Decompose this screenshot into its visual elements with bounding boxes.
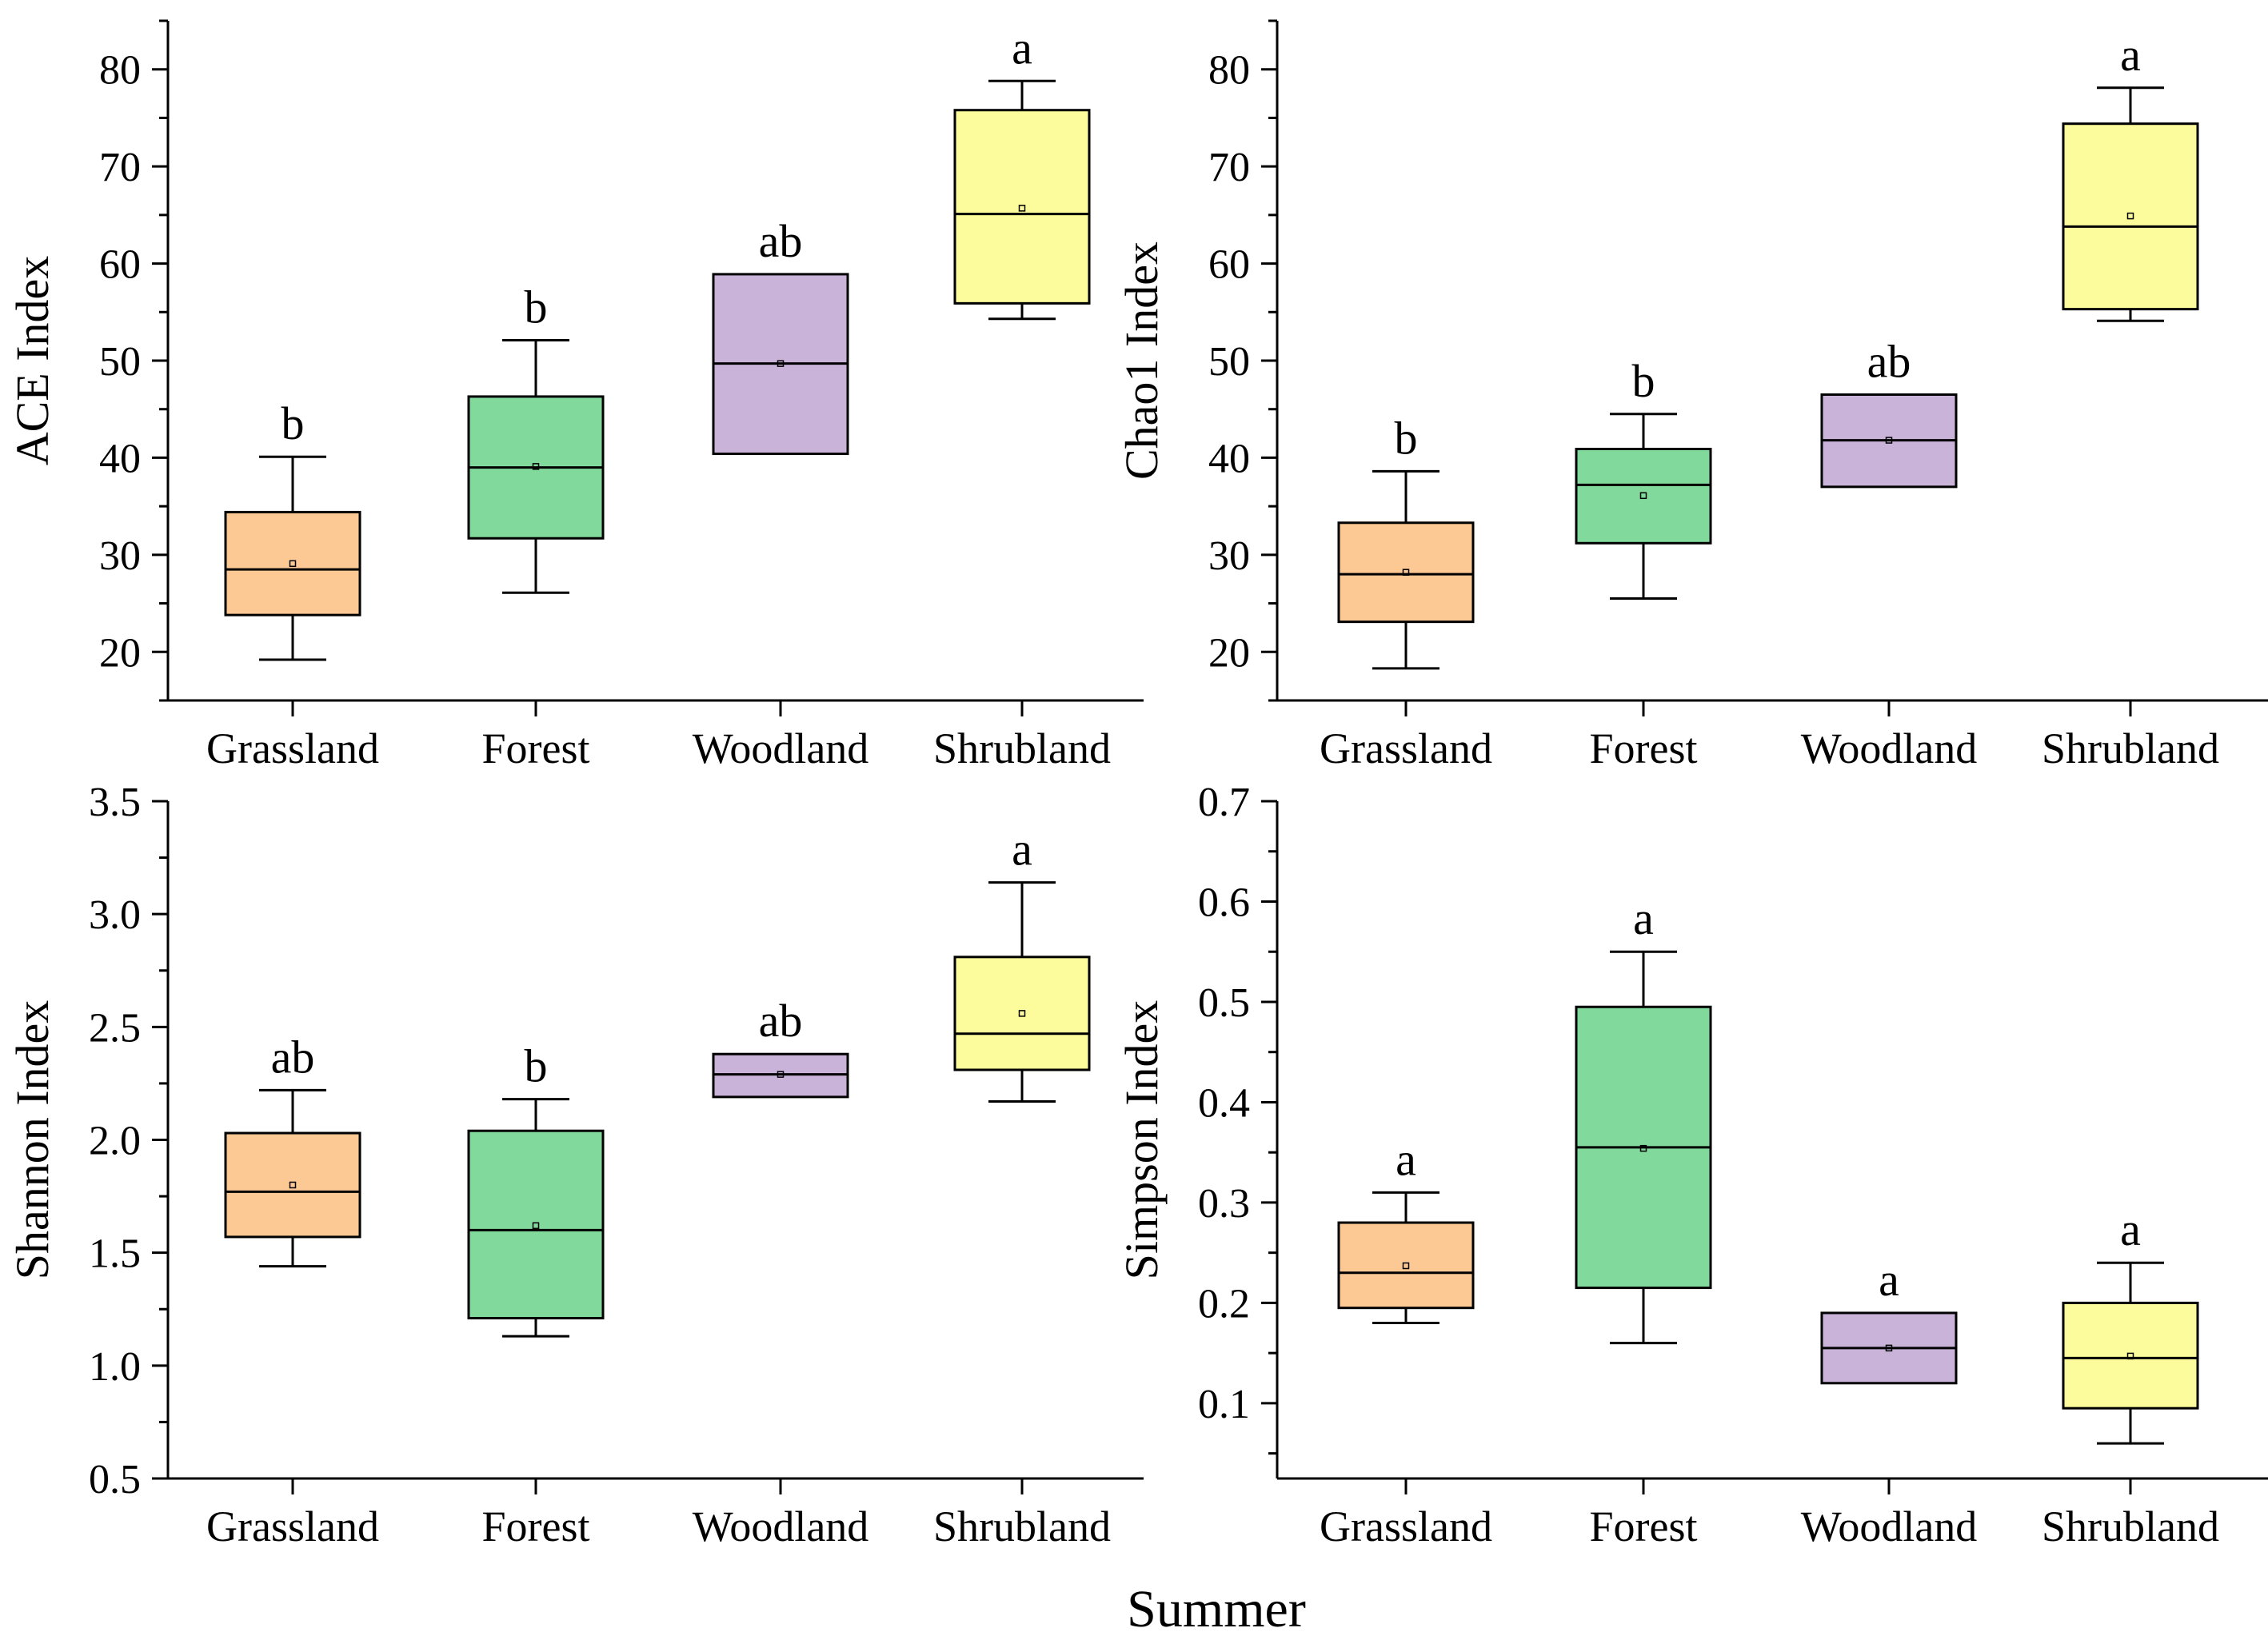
significance-letter: a [1879, 1254, 1899, 1306]
iqr-box [1337, 521, 1475, 624]
y-tick-label: 80 [99, 48, 141, 94]
y-tick-label: 0.5 [1198, 980, 1250, 1026]
significance-letter: a [1012, 824, 1032, 876]
mean-marker [1402, 1262, 1410, 1270]
x-category-label: Grassland [1320, 1502, 1492, 1550]
significance-letter: b [282, 397, 305, 449]
panel-shannon-index: 0.5 1.0 1.5 2.0 2.5 3.0 3.5 Shannon Index Grassl… [6, 780, 1144, 1550]
significance-letter: b [525, 281, 548, 333]
y-tick-label: 40 [99, 436, 141, 481]
significance-letter: ab [271, 1031, 315, 1083]
mean-marker [1402, 569, 1410, 576]
mean-marker [1018, 1010, 1026, 1017]
iqr-box [953, 956, 1091, 1071]
y-tick-label: 0.3 [1198, 1181, 1250, 1227]
mean-marker [2126, 1352, 2134, 1360]
significance-letter: b [1395, 412, 1418, 464]
x-category-label: Woodland [693, 1502, 869, 1550]
x-category-label: Forest [482, 1502, 590, 1550]
y-tick-label: 1.0 [89, 1344, 141, 1390]
y-tick-label: 1.5 [89, 1231, 141, 1277]
iqr-box [2062, 1301, 2199, 1410]
mean-marker [777, 1071, 785, 1078]
figure-x-axis-title: Summer [1127, 1580, 1306, 1638]
x-category-label: Woodland [1801, 724, 1978, 772]
mean-marker [289, 1181, 297, 1189]
y-tick-label: 0.2 [1198, 1281, 1250, 1327]
mean-marker [532, 1222, 540, 1230]
y-tick-label: 2.5 [89, 1005, 141, 1051]
iqr-box [224, 510, 361, 616]
y-tick-label: 50 [99, 339, 141, 385]
y-tick-label: 60 [99, 242, 141, 288]
x-category-label: Woodland [1801, 1502, 1978, 1550]
x-category-label: Shrubland [2042, 724, 2219, 772]
significance-letter: a [1012, 22, 1032, 74]
x-category-label: Grassland [206, 724, 379, 772]
y-tick-label: 60 [1208, 242, 1250, 288]
x-category-label: Forest [1590, 724, 1698, 772]
iqr-box [2062, 122, 2199, 311]
mean-marker [1885, 1344, 1893, 1352]
x-category-label: Forest [482, 724, 590, 772]
significance-letter: a [2120, 29, 2141, 81]
panel-chao1-index: 20 30 40 50 60 70 80 Chao1 Index Grassland b Fores… [1116, 19, 2268, 772]
iqr-box [224, 1131, 361, 1239]
mean-marker [1018, 205, 1026, 212]
significance-letter: a [2120, 1203, 2141, 1255]
mean-marker [532, 463, 540, 470]
iqr-box [1337, 1221, 1475, 1310]
y-tick-label: 0.5 [89, 1457, 141, 1502]
y-tick-label: 30 [1208, 533, 1250, 579]
y-tick-label: 70 [99, 145, 141, 190]
panel-simpson-index: 0.1 0.2 0.3 0.4 0.5 0.6 0.7 Simpson Index Grassl… [1116, 780, 2268, 1550]
mean-marker [2126, 212, 2134, 220]
significance-letter: a [1396, 1133, 1416, 1185]
x-category-label: Shrubland [933, 1502, 1111, 1550]
significance-letter: ab [759, 215, 803, 267]
iqr-box [953, 109, 1091, 305]
mean-marker [1885, 437, 1893, 444]
y-tick-label: 0.6 [1198, 880, 1250, 925]
significance-letter: b [525, 1040, 548, 1092]
significance-letter: b [1632, 355, 1655, 407]
mean-marker [289, 560, 297, 568]
panel-ace-index: 20 30 40 50 60 70 80 ACE Index Grassland b Forest b… [6, 19, 1144, 772]
x-category-label: Woodland [693, 724, 869, 772]
mean-marker [1639, 492, 1647, 500]
y-axis-title: Shannon Index [6, 1000, 58, 1280]
x-category-label: Forest [1590, 1502, 1698, 1550]
y-tick-label: 3.0 [89, 892, 141, 938]
y-tick-label: 50 [1208, 339, 1250, 385]
y-axis-title: Simpson Index [1116, 1000, 1168, 1280]
y-tick-label: 0.7 [1198, 780, 1250, 825]
x-category-label: Shrubland [2042, 1502, 2219, 1550]
significance-letter: a [1633, 892, 1654, 944]
y-axis-title: Chao1 Index [1116, 241, 1168, 480]
mean-marker [777, 360, 785, 367]
y-tick-label: 80 [1208, 48, 1250, 94]
significance-letter: ab [1867, 336, 1911, 388]
x-category-label: Grassland [1320, 724, 1492, 772]
significance-letter: ab [759, 995, 803, 1047]
y-tick-label: 20 [1208, 630, 1250, 676]
y-tick-label: 30 [99, 533, 141, 579]
y-tick-label: 2.0 [89, 1119, 141, 1164]
iqr-box [467, 1129, 605, 1320]
x-category-label: Grassland [206, 1502, 379, 1550]
y-tick-label: 3.5 [89, 780, 141, 825]
y-axis-title: ACE Index [6, 256, 58, 466]
x-category-label: Shrubland [933, 724, 1111, 772]
mean-marker [1639, 1144, 1647, 1152]
iqr-box [1575, 448, 1712, 545]
y-tick-label: 70 [1208, 145, 1250, 190]
y-tick-label: 0.4 [1198, 1080, 1250, 1126]
y-tick-label: 40 [1208, 436, 1250, 481]
y-tick-label: 0.1 [1198, 1382, 1250, 1427]
y-tick-label: 20 [99, 630, 141, 676]
